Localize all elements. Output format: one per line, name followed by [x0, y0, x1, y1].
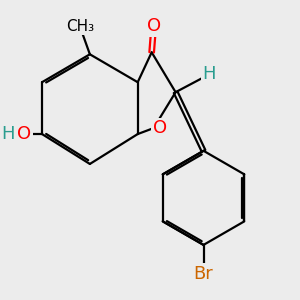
Text: O: O [153, 119, 167, 137]
Text: CH₃: CH₃ [66, 19, 94, 34]
Text: H: H [203, 65, 216, 83]
Text: O: O [147, 17, 161, 35]
Text: H: H [2, 125, 15, 143]
Text: Br: Br [194, 265, 213, 283]
Text: O: O [17, 125, 32, 143]
